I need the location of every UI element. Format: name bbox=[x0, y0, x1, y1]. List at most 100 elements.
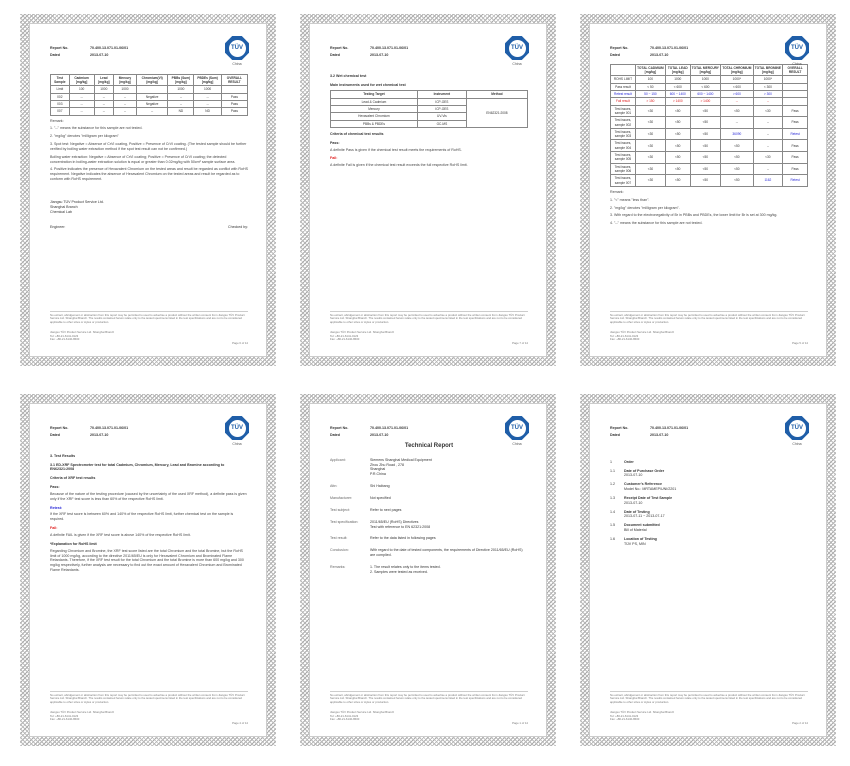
order-item: 1.3 Receipt Date of Test Sample 2013-07-10 bbox=[610, 496, 808, 506]
table-cell: <50 bbox=[689, 127, 722, 141]
table-cell: 1000 bbox=[93, 85, 115, 94]
page-number: Page 6 of 14 bbox=[232, 341, 248, 346]
table-cell: <30 bbox=[634, 139, 666, 153]
table-cell: <30 bbox=[634, 162, 666, 176]
tuv-logo-text: TÜV bbox=[228, 419, 246, 437]
table-cell: 1000 bbox=[689, 75, 722, 84]
dated: 2013-07-10 bbox=[370, 432, 389, 437]
table-cell: 36090 bbox=[720, 127, 754, 141]
table-cell: <50 bbox=[664, 139, 691, 153]
item-number: 1.5 bbox=[610, 523, 615, 528]
tuv-logo-text: TÜV bbox=[788, 419, 806, 437]
footer-company: Jiangsu TÜV Product Service Ltd. Shangha… bbox=[50, 709, 115, 714]
table-row: Pass result < 50 < 600 < 600 < 600 < 300 bbox=[610, 82, 808, 91]
tuv-logo-icon: TÜV bbox=[785, 36, 809, 60]
report-header: Report No. 70.400.13.071.01-06/01 Dated 201… bbox=[50, 46, 248, 58]
tuv-logo: TÜV China bbox=[784, 416, 810, 447]
footer-tel: Tel: +86-21-6141-0123 bbox=[610, 713, 639, 718]
tuv-logo: TÜV China bbox=[224, 416, 250, 447]
table-cell: -- bbox=[135, 107, 169, 116]
page-content: Report No. 70.400.13.071.01-06/01 Dated 201… bbox=[589, 23, 827, 357]
table-row: Test issues, sample 004 <30 <50 <50 <50 -- Pas… bbox=[610, 139, 808, 153]
disclaimer: No extract, abridgement or abstraction f… bbox=[50, 310, 248, 325]
footer-company: Jiangsu TÜV Product Service Ltd. Shangha… bbox=[610, 709, 675, 714]
footer-fax: Fax: +86-21-6140-8600 bbox=[610, 337, 640, 342]
remark: 1. "--" means the substance for this sam… bbox=[50, 126, 143, 131]
table-cell: UV-Vis bbox=[416, 112, 467, 121]
page-number: Page 1 of 14 bbox=[512, 721, 528, 726]
report-no: 70.400.13.071.01-06/01 bbox=[370, 46, 409, 50]
disclaimer: No extract, abridgement or abstraction f… bbox=[330, 690, 528, 705]
table-cell: Fail result bbox=[610, 97, 636, 106]
table-cell: > 1400 bbox=[689, 97, 722, 106]
remark: Remark: bbox=[610, 189, 624, 194]
table-cell: -- bbox=[193, 99, 222, 109]
table-cell: ROHS LIMIT bbox=[610, 75, 636, 84]
table-header-row: Test Sample Cadmium [mg/kg] Lead [mg/kg] Me… bbox=[50, 73, 249, 87]
table-cell: Retest bbox=[782, 174, 808, 187]
table-cell: Pass bbox=[782, 151, 808, 164]
table-cell: -- bbox=[752, 97, 784, 106]
field-value: 1. The result relates only to the items … bbox=[370, 564, 441, 574]
sub-heading: Main instruments used for wet chemical t… bbox=[330, 82, 406, 87]
table-cell: > 600 bbox=[720, 89, 754, 99]
dated: 2013-07-10 bbox=[650, 52, 669, 57]
field-label: Applicant: bbox=[330, 457, 346, 462]
table-cell: Mercury bbox=[330, 104, 418, 114]
page-body: Test Sample Cadmium [mg/kg] Lead [mg/kg] Me… bbox=[50, 73, 249, 230]
report-fields: Applicant: Siemens Shanghai Medical Equip… bbox=[330, 458, 528, 575]
item-content: Document submitted Bill of Material bbox=[624, 523, 808, 533]
table-cell: Retest result bbox=[610, 89, 636, 99]
table-cell: < 600 bbox=[664, 82, 691, 91]
table-cell bbox=[782, 97, 808, 106]
report-page: Report No. 70.400.13.071.01-06/01 Dated 201… bbox=[580, 394, 836, 746]
report-header: Report No. 70.400.13.071.01-06/01 Dated 201… bbox=[330, 426, 528, 438]
table-cell: Pass bbox=[782, 139, 808, 153]
table-cell: <50 bbox=[720, 151, 754, 164]
tuv-logo-icon: TÜV bbox=[785, 416, 809, 440]
page-body: 3. Test Results 3.1 ED-XRF Spectrometer t… bbox=[50, 454, 248, 573]
field-label: Test subject: bbox=[330, 507, 350, 512]
report-no-label: Report No. bbox=[330, 426, 349, 430]
item-title: Date of Purchase Order bbox=[624, 468, 665, 473]
tuv-logo-icon: TÜV bbox=[225, 416, 249, 440]
page-content: Report No. 70.400.13.071.01-06/01 Dated 201… bbox=[309, 403, 547, 737]
table-cell: Test issues, sample 005 bbox=[610, 151, 636, 164]
field-label: Manufacturer: bbox=[330, 496, 353, 500]
footer-tel: Tel: +86-21-6141-0123 bbox=[50, 333, 79, 338]
dated-label: Dated bbox=[330, 432, 340, 437]
page-content: Report No. 70.400.13.071.01-06/01 Dated 201… bbox=[29, 403, 267, 737]
table-cell: <50 bbox=[689, 174, 722, 187]
table-cell: 1000 bbox=[193, 85, 222, 94]
table-row: Test issues, sample 003 <30 <50 <50 36090 -- R… bbox=[610, 127, 808, 141]
footer-fax: Fax: +86-21-6140-8600 bbox=[330, 717, 360, 722]
table-cell: -- bbox=[68, 107, 95, 116]
table-cell: Pass bbox=[220, 99, 249, 109]
page-body: Technical Report Applicant: Siemens Shangh… bbox=[330, 442, 528, 575]
report-no: 70.400.13.071.01-06/01 bbox=[650, 46, 689, 50]
table-cell: ICP-OES bbox=[416, 97, 467, 107]
table-cell: <50 bbox=[689, 104, 722, 118]
table-cell: < 600 bbox=[720, 82, 754, 91]
page-footer: No extract, abridgement or abstraction f… bbox=[610, 690, 808, 726]
item-title: Order bbox=[624, 459, 634, 464]
remark: Boiling water extraction: Negative = Abs… bbox=[50, 154, 236, 164]
footer-company: Jiangsu TÜV Product Service Ltd. Shangha… bbox=[330, 329, 395, 334]
table-row: 007 -- -- -- -- ND ND Pass bbox=[50, 107, 249, 116]
explanation-text: Regarding Chromium and Bromine, the XRF … bbox=[50, 548, 244, 573]
item-value: 2013-07-10 bbox=[624, 500, 643, 505]
table-cell: -- bbox=[93, 92, 115, 101]
tuv-logo: TÜV China bbox=[504, 36, 530, 67]
table-cell: <50 bbox=[664, 174, 691, 187]
table-cell bbox=[135, 85, 169, 94]
footer-company: Jiangsu TÜV Product Service Ltd. Shangha… bbox=[330, 709, 395, 714]
table-cell: <30 bbox=[634, 104, 666, 118]
table-cell bbox=[782, 75, 808, 84]
data-table: Testing Target Instrument Method Lead & Cad… bbox=[330, 90, 529, 128]
table-header-row: Testing Target Instrument Method bbox=[330, 90, 529, 99]
section-heading: 3.2 Wet chemical test bbox=[330, 73, 367, 78]
table-cell bbox=[782, 89, 808, 99]
item-number: 1 bbox=[610, 459, 612, 464]
table-cell: 100 bbox=[68, 85, 95, 94]
table-cell: ICP-OES bbox=[416, 104, 467, 114]
